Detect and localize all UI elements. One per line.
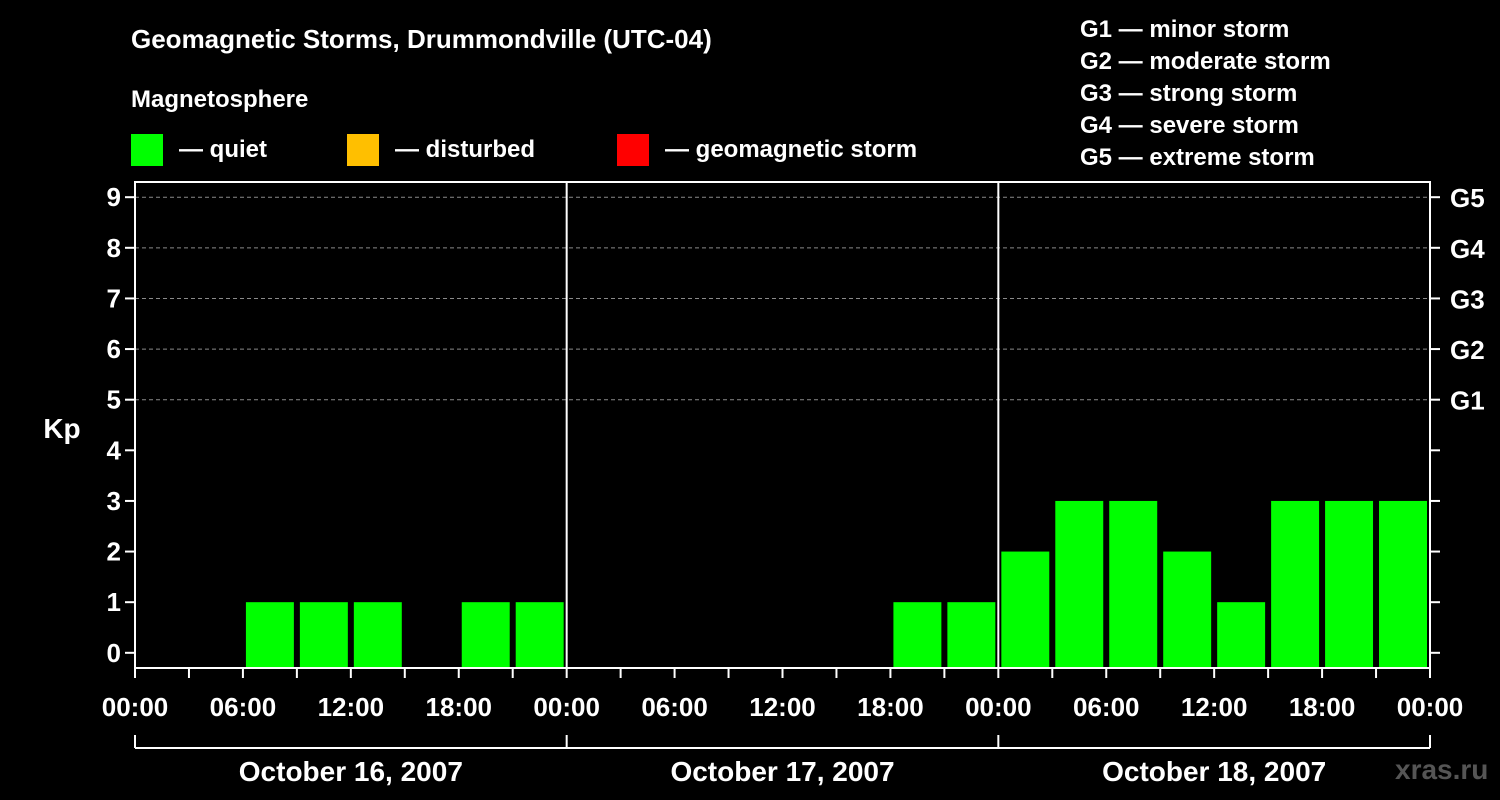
chart-title: Geomagnetic Storms, Drummondville (UTC-0… [131, 24, 712, 54]
legend-label-storm: — geomagnetic storm [665, 136, 918, 163]
kp-bar [1055, 500, 1104, 668]
quiet-swatch [131, 134, 163, 166]
legend-label-disturbed: — disturbed [395, 136, 536, 163]
kp-bar [1379, 500, 1427, 668]
kp-bar [353, 602, 402, 668]
y-tick-label: 0 [107, 638, 121, 668]
kp-bar [1109, 500, 1158, 668]
x-tick-label: 18:00 [426, 692, 493, 722]
kp-bar [1271, 500, 1320, 668]
x-tick-label: 00:00 [533, 692, 600, 722]
y-tick-label: 7 [107, 283, 121, 313]
legend-item-storm: — geomagnetic storm [617, 134, 917, 166]
x-tick-label: 18:00 [857, 692, 924, 722]
g-level-label: G1 [1450, 386, 1485, 416]
g4-legend-entry: G4 — severe storm [1080, 112, 1299, 139]
kp-bar [1217, 602, 1266, 668]
y-tick-label: 2 [107, 537, 121, 567]
x-tick-label: 12:00 [318, 692, 385, 722]
x-tick-label: 12:00 [1181, 692, 1248, 722]
magnetosphere-heading: Magnetosphere [131, 86, 309, 113]
storm-swatch [617, 134, 649, 166]
x-tick-label: 06:00 [1073, 692, 1140, 722]
x-tick-label: 00:00 [102, 692, 169, 722]
kp-bar [947, 602, 996, 668]
day-label: October 16, 2007 [239, 756, 463, 787]
g-level-label: G5 [1450, 183, 1485, 213]
kp-bar [245, 602, 294, 668]
y-tick-label: 6 [107, 334, 121, 364]
disturbed-swatch [347, 134, 379, 166]
watermark: xras.ru [1395, 754, 1489, 785]
kp-bar [461, 602, 510, 668]
day-label: October 18, 2007 [1102, 756, 1326, 787]
x-tick-label: 06:00 [641, 692, 708, 722]
x-tick-label: 18:00 [1289, 692, 1356, 722]
g5-legend-entry: G5 — extreme storm [1080, 144, 1315, 171]
kp-bar [1163, 551, 1212, 668]
x-tick-label: 00:00 [965, 692, 1032, 722]
plot-frame [134, 181, 1431, 669]
kp-bar [1001, 551, 1050, 668]
y-axis-label: Kp [43, 413, 80, 444]
y-tick-label: 3 [107, 486, 121, 516]
y-tick-label: 1 [107, 587, 121, 617]
g-level-label: G2 [1450, 335, 1485, 365]
g-level-label: G4 [1450, 234, 1485, 264]
y-tick-label: 8 [107, 233, 121, 263]
x-tick-label: 06:00 [210, 692, 277, 722]
y-tick-label: 4 [107, 435, 122, 465]
kp-bar [893, 602, 942, 668]
kp-bar [1325, 500, 1374, 668]
kp-bar [515, 602, 564, 668]
day-label: October 17, 2007 [670, 756, 894, 787]
y-tick-label: 5 [107, 385, 121, 415]
g2-legend-entry: G2 — moderate storm [1080, 48, 1331, 75]
kp-bar [299, 602, 348, 668]
x-tick-label: 00:00 [1397, 692, 1464, 722]
legend-item-disturbed: — disturbed [347, 134, 535, 166]
legend-item-quiet: — quiet [131, 134, 267, 166]
y-tick-label: 9 [107, 182, 121, 212]
g1-legend-entry: G1 — minor storm [1080, 16, 1290, 43]
g-level-label: G3 [1450, 284, 1485, 314]
g3-legend-entry: G3 — strong storm [1080, 80, 1298, 107]
x-tick-label: 12:00 [749, 692, 816, 722]
g-scale-legend: G1 — minor storm G2 — moderate storm G3 … [1080, 14, 1331, 174]
legend-label-quiet: — quiet [179, 136, 267, 163]
